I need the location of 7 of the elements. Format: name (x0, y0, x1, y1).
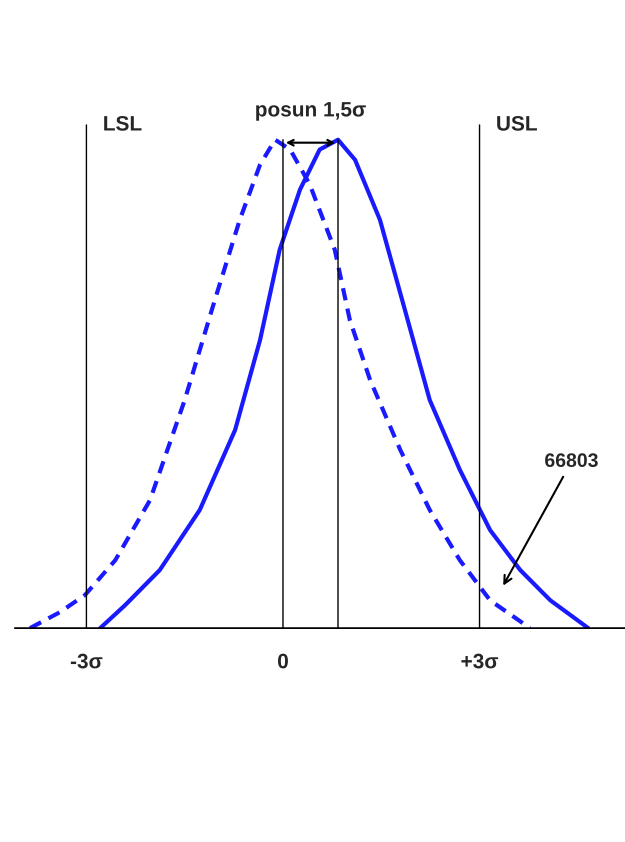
x-tick-label: 0 (278, 654, 288, 668)
ref-line-label: LSL (104, 116, 142, 131)
annotation: 66803 (545, 453, 598, 468)
x-tick-label: +3σ (461, 654, 498, 668)
text: posun 1,5σ (256, 102, 366, 121)
ref-line-label: USL (497, 116, 537, 131)
x-tick-label: -3σ (70, 654, 102, 668)
